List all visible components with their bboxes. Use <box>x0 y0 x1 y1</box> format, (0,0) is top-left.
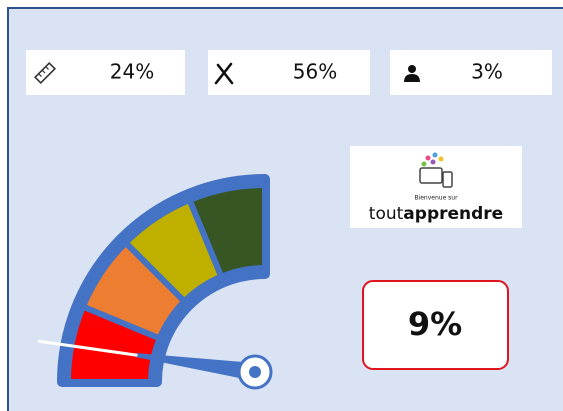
needle-tip <box>37 339 138 357</box>
gauge-segment <box>185 181 268 281</box>
stat-value: 24% <box>110 60 154 84</box>
person-icon <box>404 65 420 82</box>
stat-value: 56% <box>293 60 337 84</box>
stat-box <box>208 50 370 95</box>
tools-icon <box>214 62 234 85</box>
logo-name-bold: apprendre <box>403 204 503 224</box>
logo-box <box>350 146 522 228</box>
logo-caption: Bienvenue sur <box>414 195 458 202</box>
stat-box <box>26 50 185 95</box>
ruler-icon <box>33 61 57 85</box>
result-value: 9% <box>408 305 462 343</box>
result-box <box>362 280 509 370</box>
needle-hub <box>249 366 261 378</box>
logo-name: toutapprendre <box>369 204 503 224</box>
stat-box <box>390 50 552 95</box>
needle <box>135 353 257 381</box>
gauge <box>37 174 273 390</box>
stat-value: 3% <box>471 60 503 84</box>
logo-name-light: tout <box>369 204 404 224</box>
logo-icon <box>419 152 453 188</box>
